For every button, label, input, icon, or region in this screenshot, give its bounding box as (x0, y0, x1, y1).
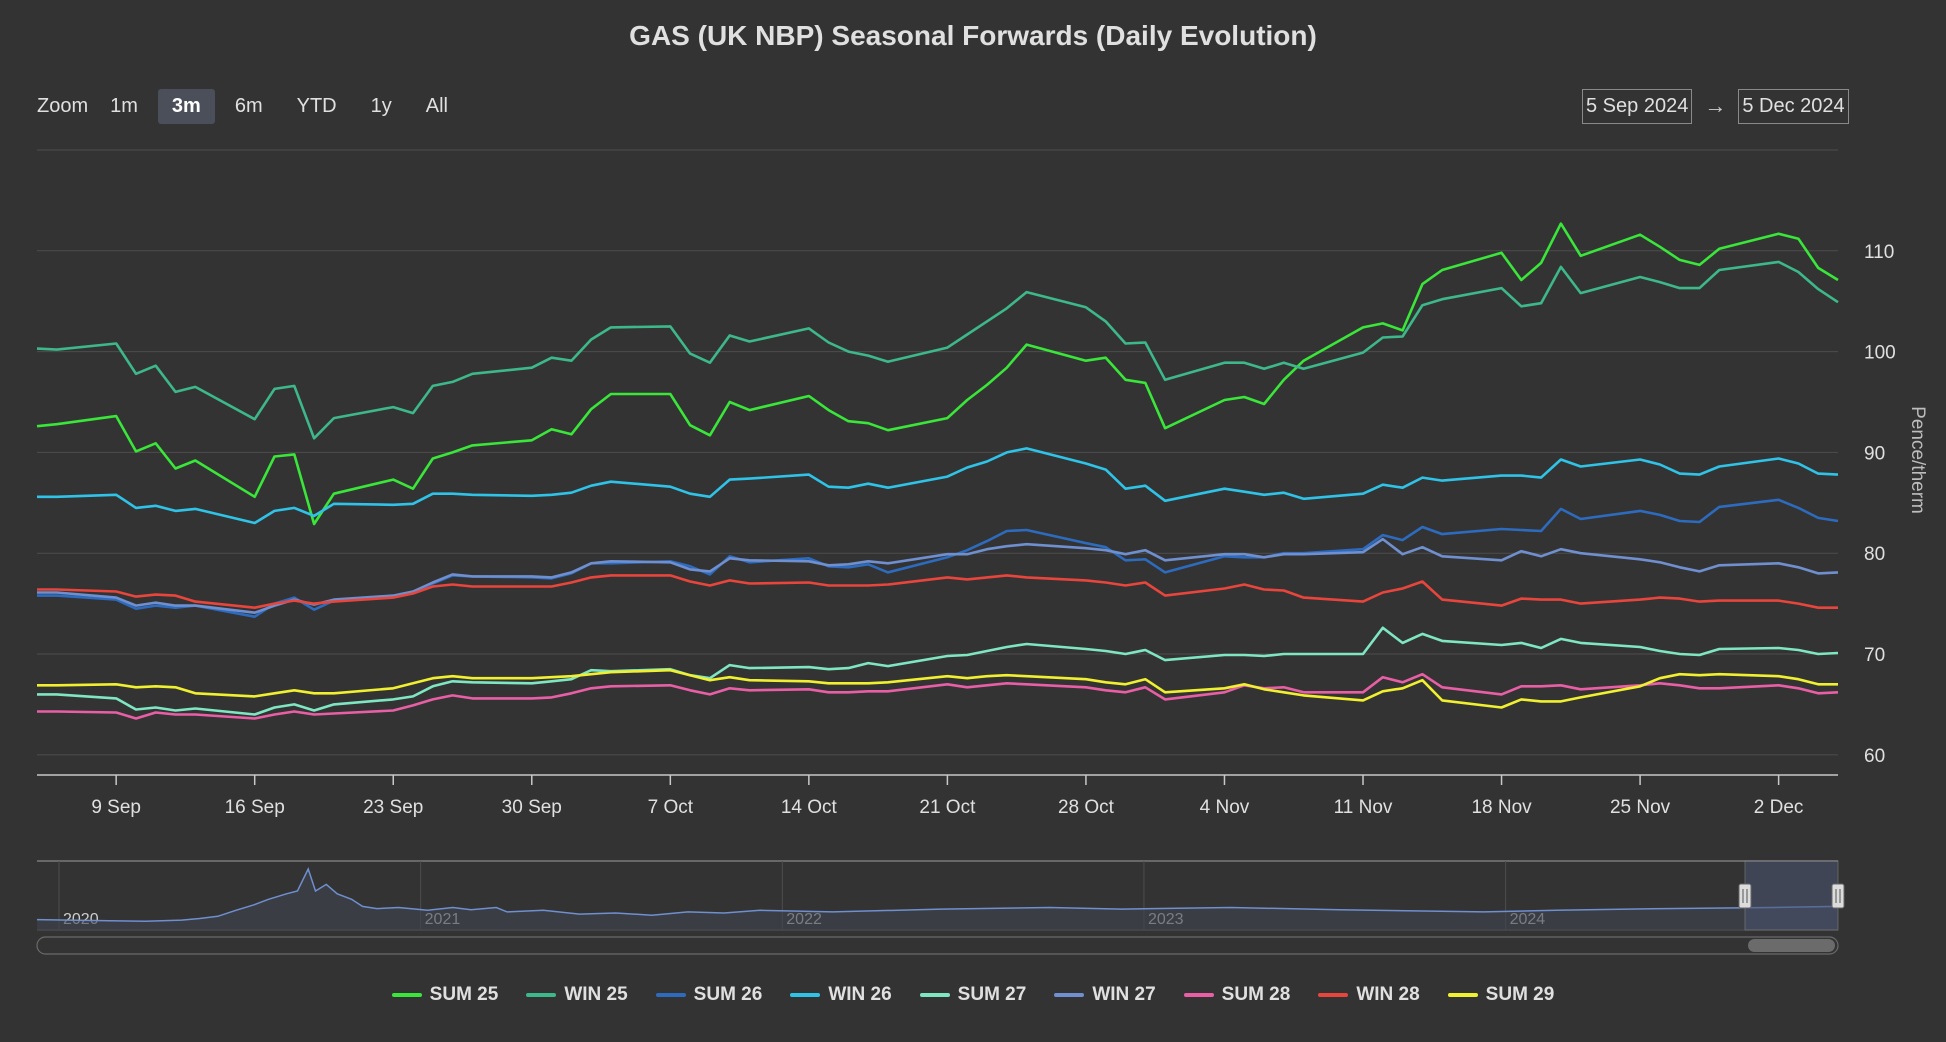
y-tick-label: 90 (1864, 443, 1885, 464)
legend-item-sum-26[interactable]: SUM 26 (655, 984, 763, 1006)
x-tick-label: 25 Nov (1610, 797, 1671, 818)
legend-label: SUM 28 (1221, 984, 1291, 1005)
grid-lines (37, 149, 1838, 756)
legend-swatch (1183, 993, 1214, 997)
x-tick-label: 21 Oct (919, 797, 976, 818)
legend-label: WIN 27 (1092, 984, 1156, 1005)
legend-item-sum-28[interactable]: SUM 28 (1183, 984, 1291, 1006)
handle-grip-box (1831, 883, 1845, 909)
series-line-sum-29 (37, 668, 1838, 709)
legend-item-sum-25[interactable]: SUM 25 (391, 984, 499, 1006)
y-tick-label: 110 (1864, 242, 1894, 263)
zoom-label: Zoom (37, 94, 89, 117)
legend-label: SUM 29 (1485, 984, 1555, 1005)
series-line-sum-27 (37, 626, 1839, 716)
zoom-6m-button[interactable]: 6m (234, 94, 263, 117)
legend-label: WIN 25 (564, 984, 628, 1005)
series-lines (36, 222, 1839, 720)
legend-item-sum-29[interactable]: SUM 29 (1447, 984, 1555, 1006)
legend-swatch (790, 993, 821, 997)
series-line-sum-25 (36, 222, 1839, 526)
navigator-line (36, 867, 1839, 923)
x-tick-label: 30 Sep (502, 797, 562, 818)
navigator-scrollbar-track[interactable] (36, 936, 1839, 955)
x-tick-label: 7 Oct (648, 797, 694, 818)
series-line-win-28 (37, 574, 1838, 610)
zoom-1y-button[interactable]: 1y (370, 94, 392, 117)
legend-item-sum-27[interactable]: SUM 27 (919, 984, 1027, 1006)
zoom-all-button[interactable]: All (425, 94, 448, 117)
navigator-right-handle[interactable] (1831, 883, 1845, 909)
navigator-left-handle[interactable] (1738, 883, 1752, 909)
legend-item-win-25[interactable]: WIN 25 (526, 984, 628, 1006)
zoom-3m-button[interactable]: 3m (157, 88, 215, 124)
x-tick-label: 23 Sep (363, 797, 423, 818)
range-to-input[interactable]: 5 Dec 2024 (1738, 88, 1849, 124)
date-range: 5 Sep 2024 → 5 Dec 2024 (1582, 88, 1849, 124)
y-tick-label: 70 (1864, 645, 1885, 666)
x-tick-label: 4 Nov (1200, 797, 1250, 818)
navigator[interactable]: 20202021202220232024 (36, 860, 1845, 955)
range-from-input[interactable]: 5 Sep 2024 (1582, 88, 1693, 124)
y-tick-label: 80 (1864, 544, 1885, 565)
series-line-sum-26 (37, 498, 1839, 619)
series-line-win-26 (37, 447, 1839, 525)
x-axis: 9 Sep 16 Sep 23 Sep 30 Sep 7 Oct 14 Oct 21 Oct… (37, 774, 1838, 818)
y-tick-label: 60 (1864, 746, 1885, 767)
legend: SUM 25 WIN 25 SUM 26 WIN 26 SUM 27 WIN 27 SUM … (0, 984, 1946, 1006)
x-tick-label: 11 Nov (1334, 797, 1393, 818)
legend-swatch (1318, 993, 1349, 997)
y-axis: 60 70 80 90 100 110 (1864, 242, 1896, 767)
legend-item-win-28[interactable]: WIN 28 (1318, 984, 1420, 1006)
legend-item-win-26[interactable]: WIN 26 (790, 984, 892, 1006)
series-line-win-25 (36, 260, 1839, 440)
handle-grip-box (1738, 883, 1752, 909)
legend-swatch (526, 993, 557, 997)
x-tick-label: 2 Dec (1754, 797, 1804, 818)
legend-swatch (655, 993, 686, 997)
legend-label: SUM 27 (957, 984, 1027, 1005)
x-tick-label: 18 Nov (1471, 797, 1532, 818)
legend-swatch (1054, 993, 1085, 997)
range-arrow-icon: → (1704, 93, 1727, 118)
navigator-area (37, 869, 1838, 930)
legend-label: SUM 26 (693, 984, 763, 1005)
legend-label: WIN 28 (1356, 984, 1420, 1005)
legend-label: WIN 26 (828, 984, 892, 1005)
zoom-1m-button[interactable]: 1m (110, 94, 138, 117)
navigator-selection (1744, 860, 1839, 931)
zoom-toolbar: Zoom 1m 3m 6m YTD 1y All (37, 88, 468, 124)
x-tick-label: 16 Sep (225, 797, 285, 818)
x-tick-label: 9 Sep (91, 797, 141, 818)
y-axis-title: Pence/therm (1907, 406, 1928, 514)
x-tick-label: 14 Oct (781, 797, 838, 818)
x-tick-label: 28 Oct (1058, 797, 1115, 818)
series-line-sum-28 (37, 672, 1839, 720)
y-tick-label: 100 (1864, 343, 1896, 364)
legend-swatch (1447, 993, 1478, 997)
zoom-ytd-button[interactable]: YTD (296, 94, 337, 117)
legend-swatch (919, 993, 950, 997)
series-line-win-27 (37, 537, 1839, 615)
legend-item-win-27[interactable]: WIN 27 (1054, 984, 1156, 1006)
legend-swatch (391, 993, 422, 997)
chart-title: GAS (UK NBP) Seasonal Forwards (Daily Ev… (629, 20, 1317, 51)
navigator-scrollbar-thumb[interactable] (1748, 939, 1835, 952)
legend-label: SUM 25 (429, 984, 499, 1005)
